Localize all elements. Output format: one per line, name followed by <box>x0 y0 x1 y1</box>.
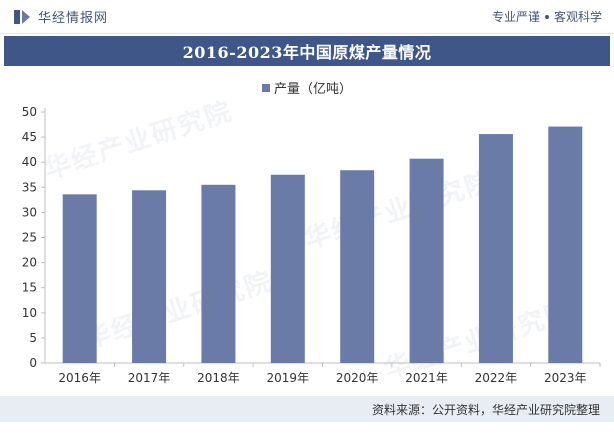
bar <box>340 170 375 363</box>
bar <box>409 158 444 363</box>
bar <box>201 184 236 363</box>
x-tick-label: 2020年 <box>336 371 379 385</box>
legend-label: 产量（亿吨） <box>274 82 352 97</box>
x-tick-label: 2016年 <box>58 371 101 385</box>
bullet-icon <box>544 14 549 19</box>
tagline-part-2: 客观科学 <box>553 10 602 24</box>
y-tick-label: 0 <box>29 356 37 370</box>
y-tick-label: 45 <box>22 130 37 144</box>
y-tick-label: 50 <box>22 105 37 119</box>
bar-chart: 产量（亿吨） 0 5 10 15 20 25 30 35 40 45 50 2016年 2017年 2018… <box>22 82 601 385</box>
tagline: 专业严谨 客观科学 <box>492 8 602 25</box>
bar <box>478 134 513 363</box>
x-tick-label: 2017年 <box>128 371 171 385</box>
bar <box>132 190 167 363</box>
logo-icon <box>14 9 30 24</box>
legend-swatch <box>262 84 270 92</box>
header-bar: 华经情报网 专业严谨 客观科学 <box>0 0 614 34</box>
x-tick-label: 2018年 <box>197 371 240 385</box>
y-tick-label: 25 <box>22 231 37 245</box>
y-tick-label: 10 <box>22 306 37 320</box>
x-tick-label: 2022年 <box>475 371 518 385</box>
y-tick-label: 30 <box>22 205 37 219</box>
tagline-part-1: 专业严谨 <box>491 10 540 24</box>
y-tick-label: 5 <box>29 331 37 345</box>
x-tick-label: 2019年 <box>267 371 310 385</box>
brand[interactable]: 华经情报网 <box>12 7 108 26</box>
y-tick-label: 15 <box>22 281 37 295</box>
title-bar: 2016-2023年中国原煤产量情况 <box>4 36 610 66</box>
y-tick-label: 40 <box>22 155 37 169</box>
bar <box>270 174 305 363</box>
source-note: 资料来源：公开资料，华经产业研究院整理 <box>371 402 600 417</box>
x-tick-label: 2023年 <box>544 371 587 385</box>
bar <box>62 194 97 363</box>
footer-bar: 资料来源：公开资料，华经产业研究院整理 <box>0 396 614 422</box>
chart-area: 产量（亿吨） 0 5 10 15 20 25 30 35 40 45 50 2016年 2017年 2018… <box>0 66 614 396</box>
bar <box>548 126 583 363</box>
brand-name: 华经情报网 <box>38 11 109 26</box>
x-tick-label: 2021年 <box>405 371 448 385</box>
y-tick-label: 35 <box>22 180 37 194</box>
chart-title: 2016-2023年中国原煤产量情况 <box>182 43 432 62</box>
y-tick-label: 20 <box>22 256 37 270</box>
